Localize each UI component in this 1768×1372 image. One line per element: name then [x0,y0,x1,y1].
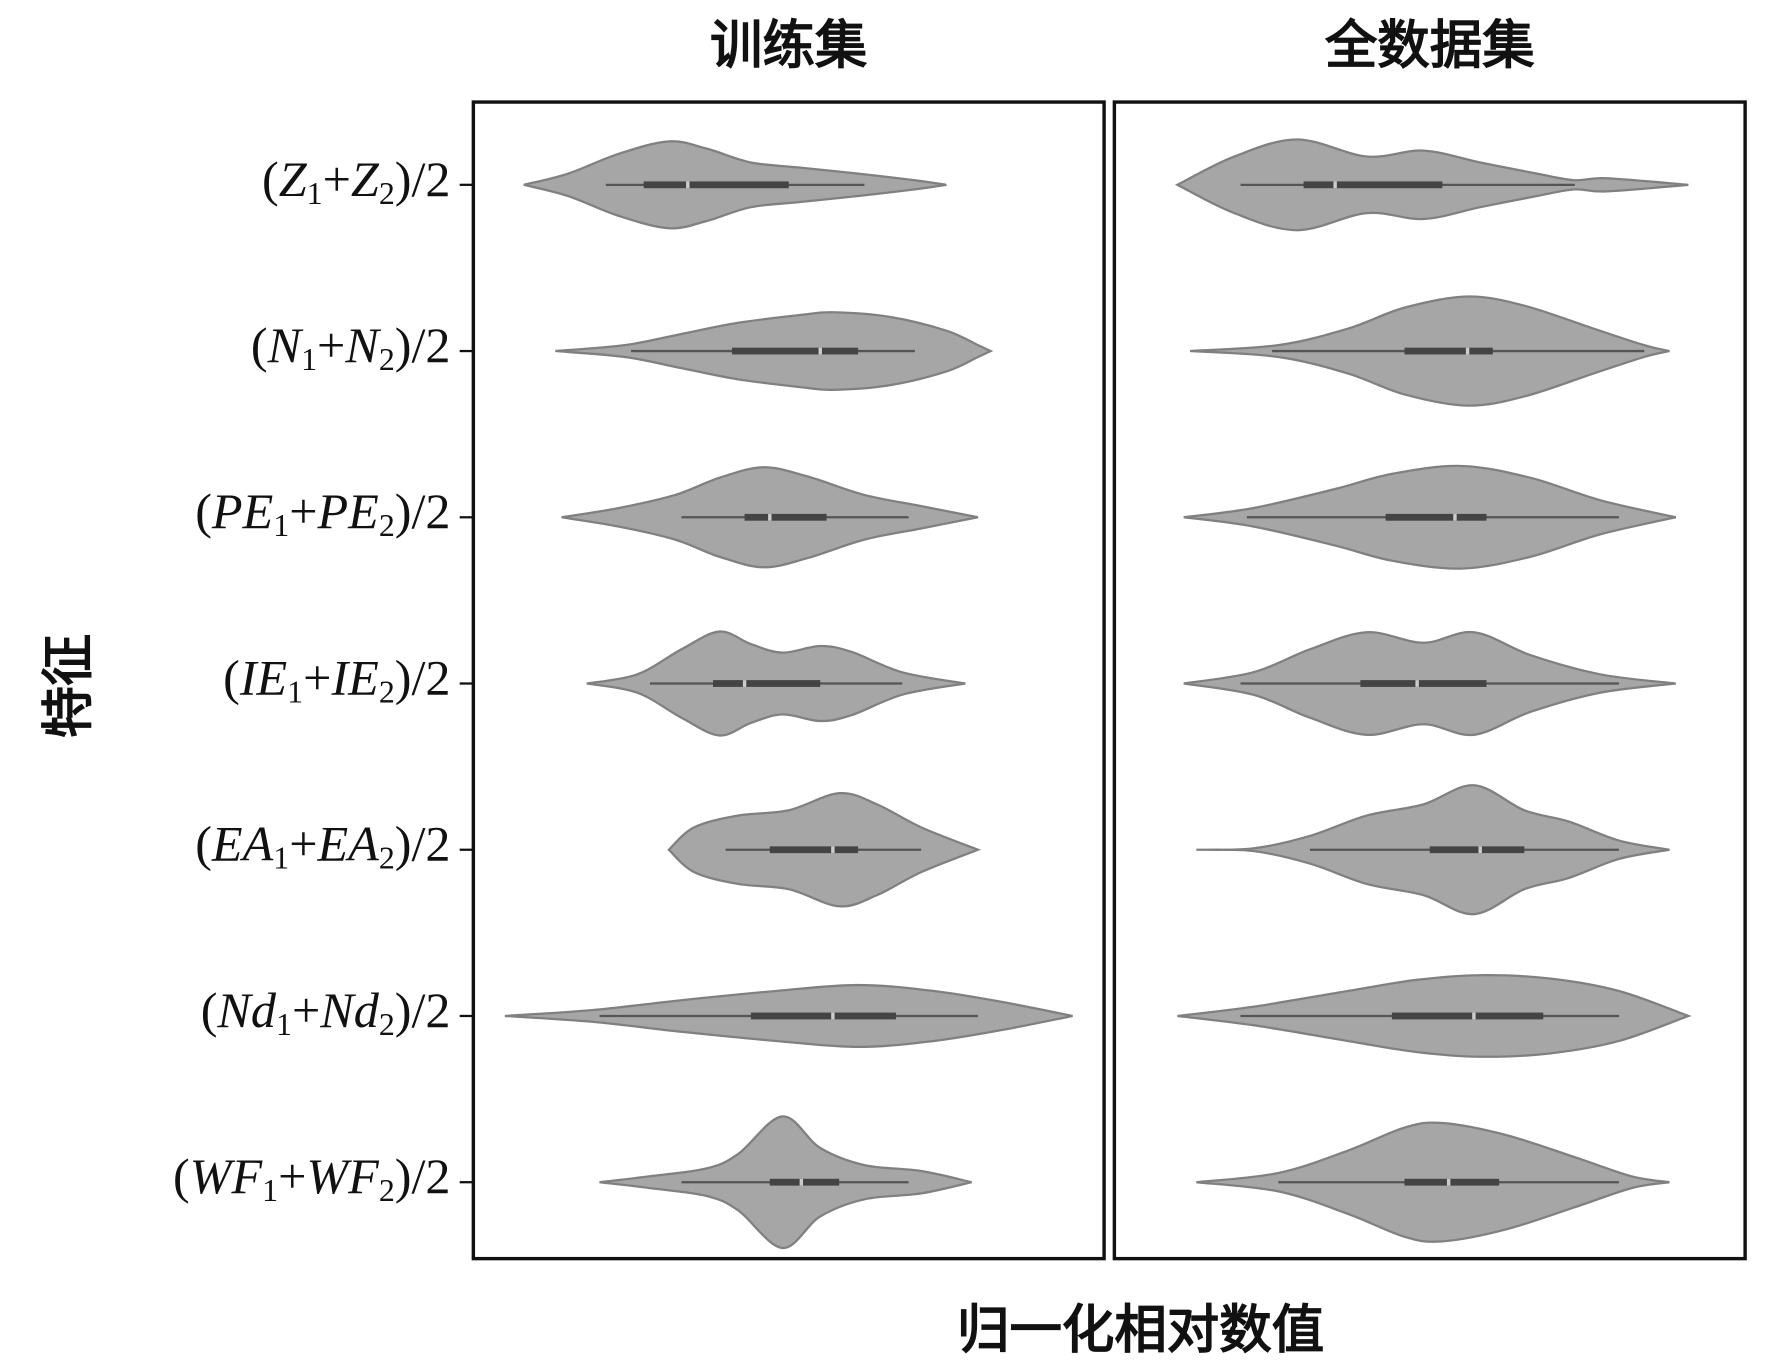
box [1429,846,1525,854]
box [744,513,827,521]
box [769,846,859,854]
box [1360,680,1487,687]
box [1385,513,1487,521]
panel-title: 训练集 [710,17,868,75]
y-tick-label: (IE1+IE2)/2 [223,650,450,709]
panel-frame [1112,100,1747,1261]
box [1303,181,1443,189]
panel-frame [471,100,1106,1261]
box [1404,1178,1500,1186]
chart-body: 归一化相对数值 特征 (Z1+Z2)/2 (N1+N2)/2 (PE1+PE2)/2… [40,16,1747,1360]
box [750,1012,896,1020]
y-tick-label: (Z1+Z2)/2 [262,151,451,210]
panel-title: 全数据集 [1324,16,1536,75]
y-tick-label: (N1+N2)/2 [251,318,451,377]
x-axis-label: 归一化相对数值 [957,1302,1324,1360]
y-tick-label: (PE1+PE2)/2 [195,484,450,543]
box [1404,347,1493,355]
box [1391,1012,1544,1020]
y-tick-label: (EA1+EA2)/2 [195,816,450,875]
y-tick-label: (Nd1+Nd2)/2 [201,983,451,1042]
box [769,1178,840,1186]
box [643,181,789,189]
y-axis-label: 特征 [40,634,98,738]
box [713,680,821,687]
box [731,347,859,355]
y-tick-label: (WF1+WF2)/2 [173,1149,451,1208]
